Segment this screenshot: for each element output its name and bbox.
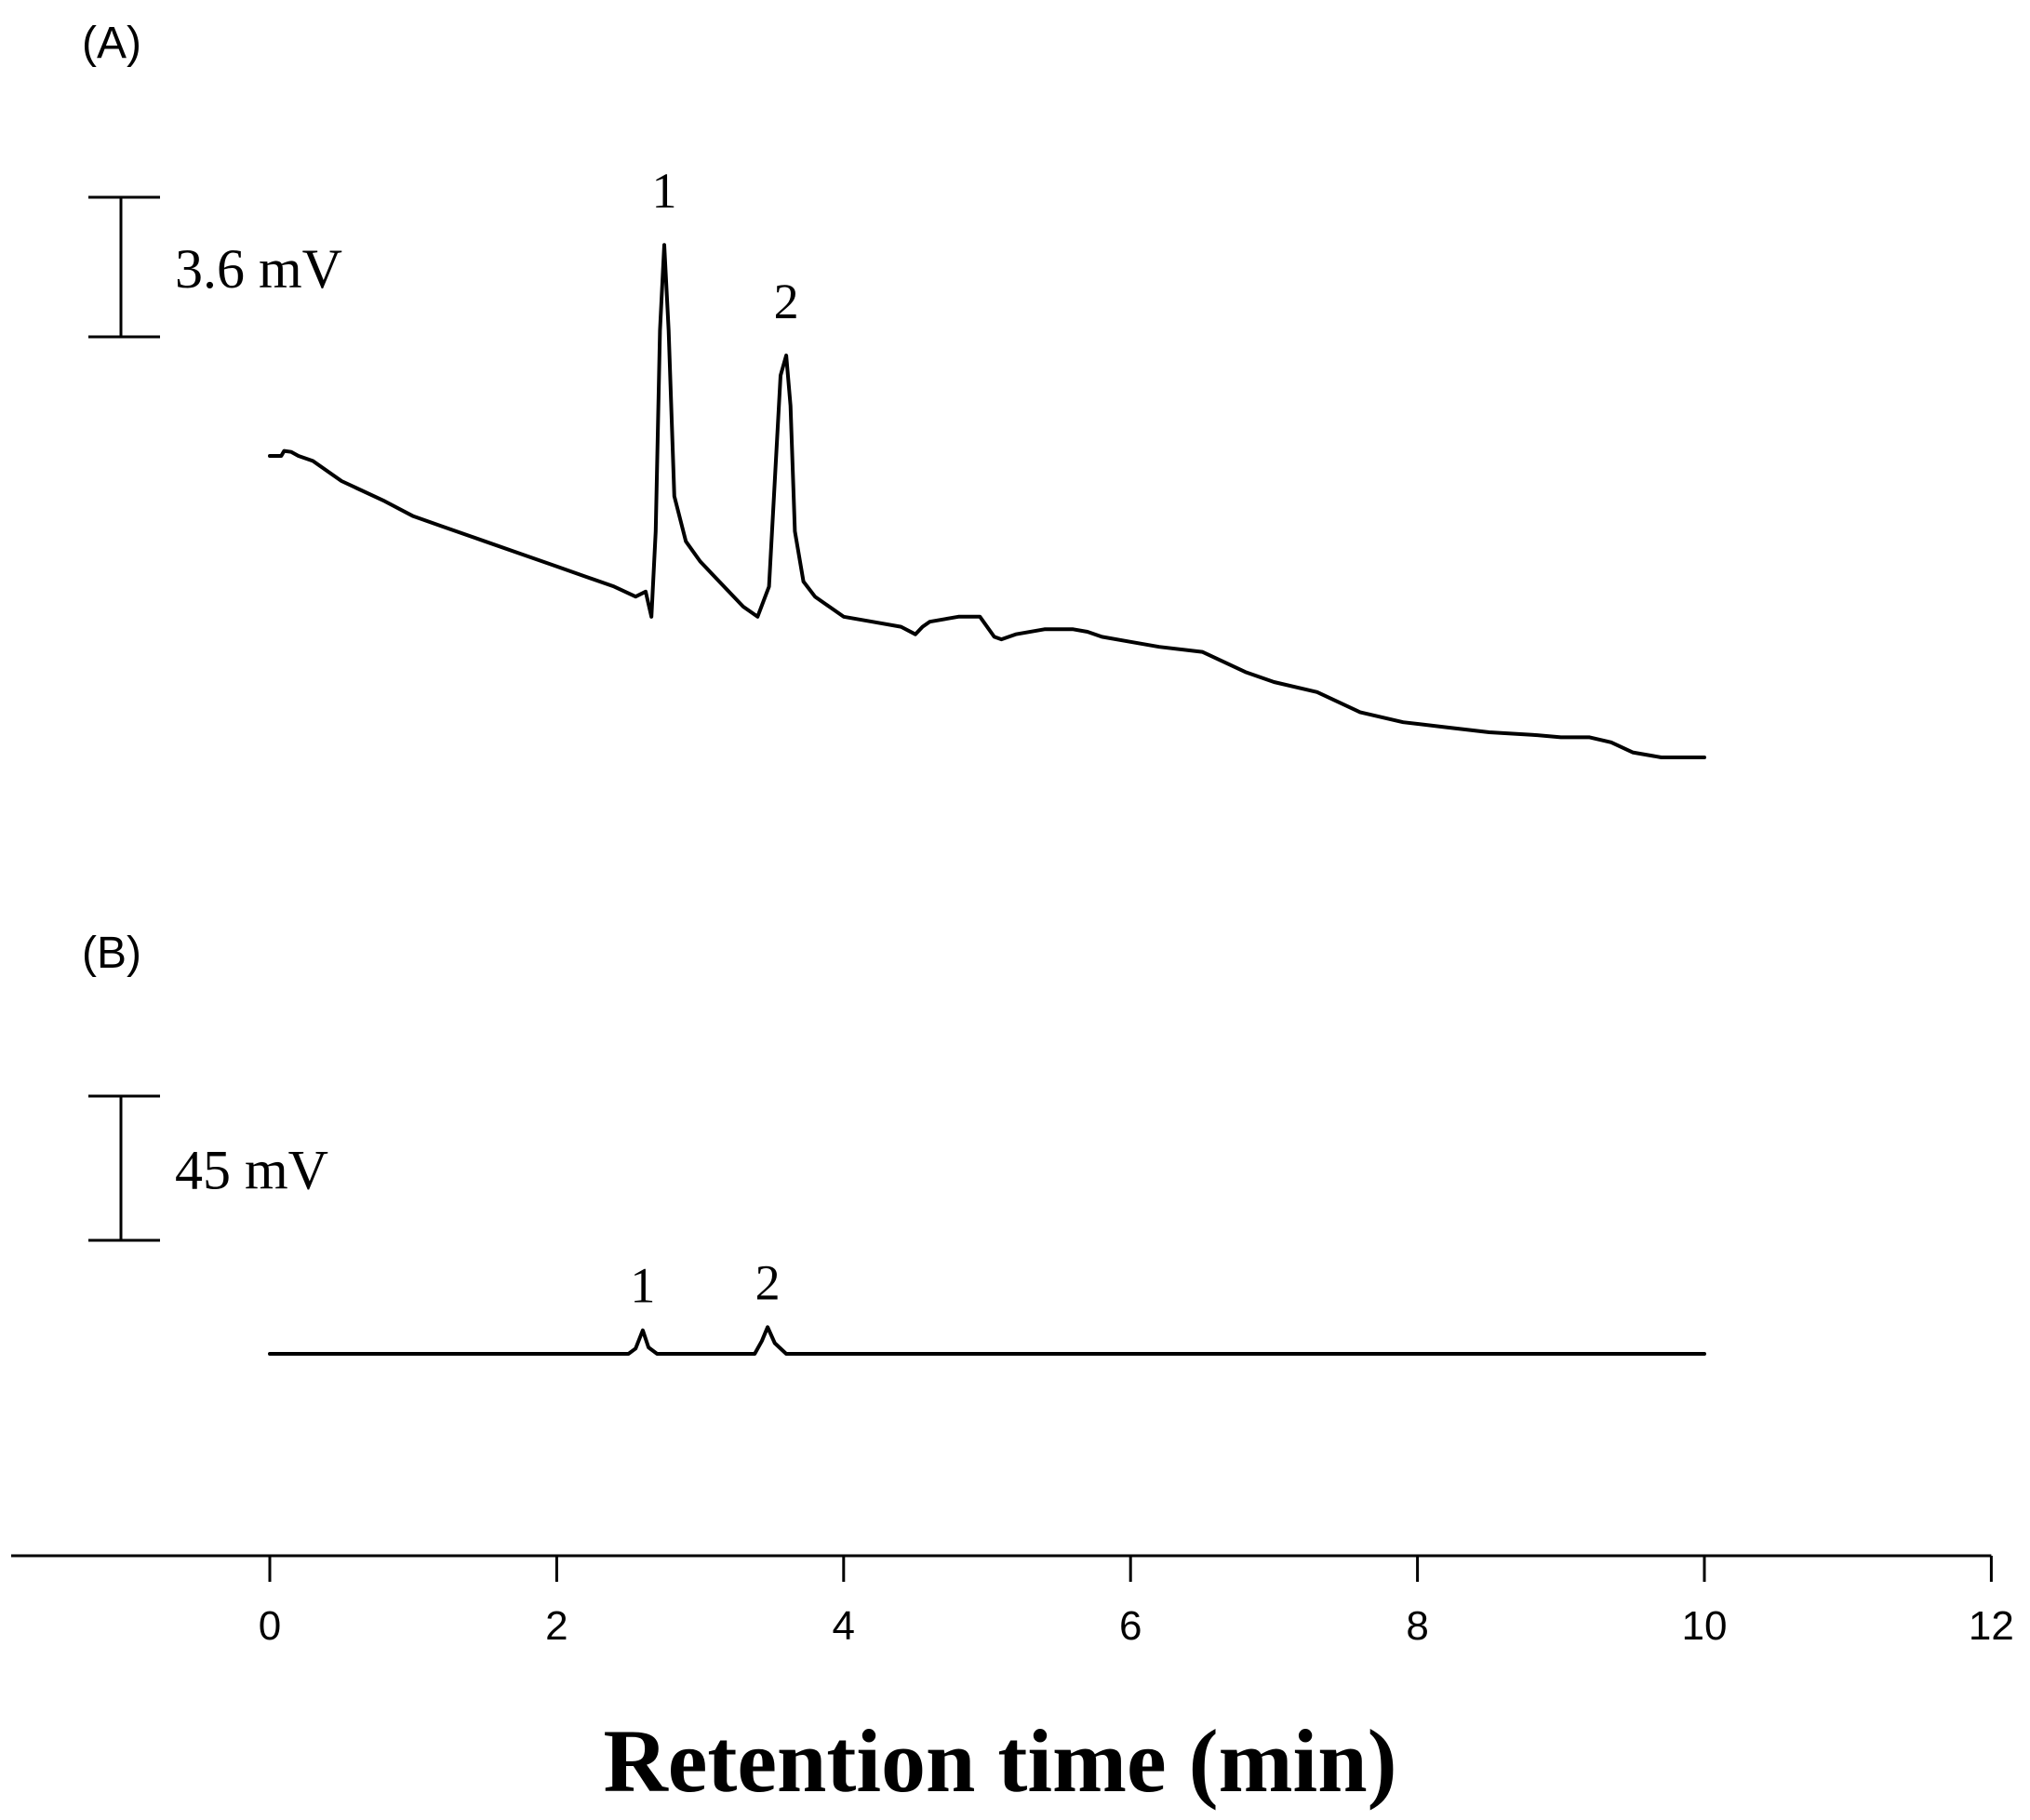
panel-a-trace-0	[268, 243, 1706, 759]
panel-b-label: (B)	[82, 929, 141, 978]
panel-b-scale-bar-label: 45 mV	[175, 1140, 328, 1201]
x-tick-label: 8	[1406, 1603, 1428, 1649]
x-tick-label: 12	[1969, 1603, 2014, 1649]
x-tick-label: 6	[1119, 1603, 1142, 1649]
panel-a-label: (A)	[82, 19, 141, 68]
panel-a-peak-label-1: 1	[652, 163, 677, 219]
x-tick-label: 10	[1682, 1603, 1728, 1649]
panel-a-peak-label-2: 2	[774, 274, 799, 329]
x-tick-label: 4	[833, 1603, 855, 1649]
panel-b-peak-label-2: 2	[755, 1254, 781, 1310]
panel-b-trace-0	[268, 1325, 1706, 1356]
x-tick-label: 0	[259, 1603, 281, 1649]
x-axis-title: Retention time (min)	[603, 1711, 1396, 1811]
panel-b-peak-label-1: 1	[630, 1258, 655, 1314]
x-tick-label: 2	[545, 1603, 568, 1649]
panel-a-scale-bar-label: 3.6 mV	[175, 238, 342, 300]
